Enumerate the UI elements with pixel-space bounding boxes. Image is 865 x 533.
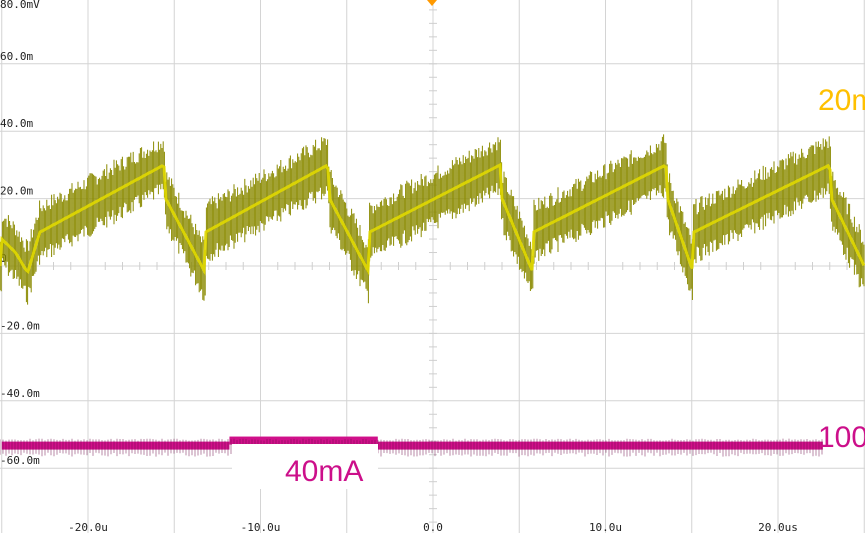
x-tick-label: 10.0u [589,521,622,533]
y-tick-label: -40.0m [0,387,40,400]
y-tick-label: 40.0m [0,117,33,130]
current-annotation-label: 40mA [285,455,363,488]
x-tick-label: 0.0 [423,521,443,533]
voltage-trace-line [0,162,865,276]
y-tick-label: -60.0m [0,454,40,467]
channel1-scale-label: 20m [818,84,865,117]
x-tick-label: -20.0u [68,521,108,533]
current-trace [0,436,823,457]
current-trace-segment [1,441,230,450]
y-tick-label: 60.0m [0,50,33,63]
channel2-scale-label: 100 [818,421,865,454]
y-tick-label: 80.0mV [0,0,40,11]
y-tick-label: -20.0m [0,319,40,332]
current-trace-segment [229,436,378,445]
x-tick-label: 20.0us [758,521,798,533]
current-label-backdrop [232,444,378,489]
y-tick-label: 20.0m [0,185,33,198]
x-axis-tick-labels: -20.0u -10.0u 0.0 10.0u 20.0us [68,521,798,533]
voltage-trace [0,134,865,305]
x-tick-label: -10.0u [241,521,281,533]
current-trace-noise [0,438,823,457]
trigger-marker-icon [427,0,437,6]
